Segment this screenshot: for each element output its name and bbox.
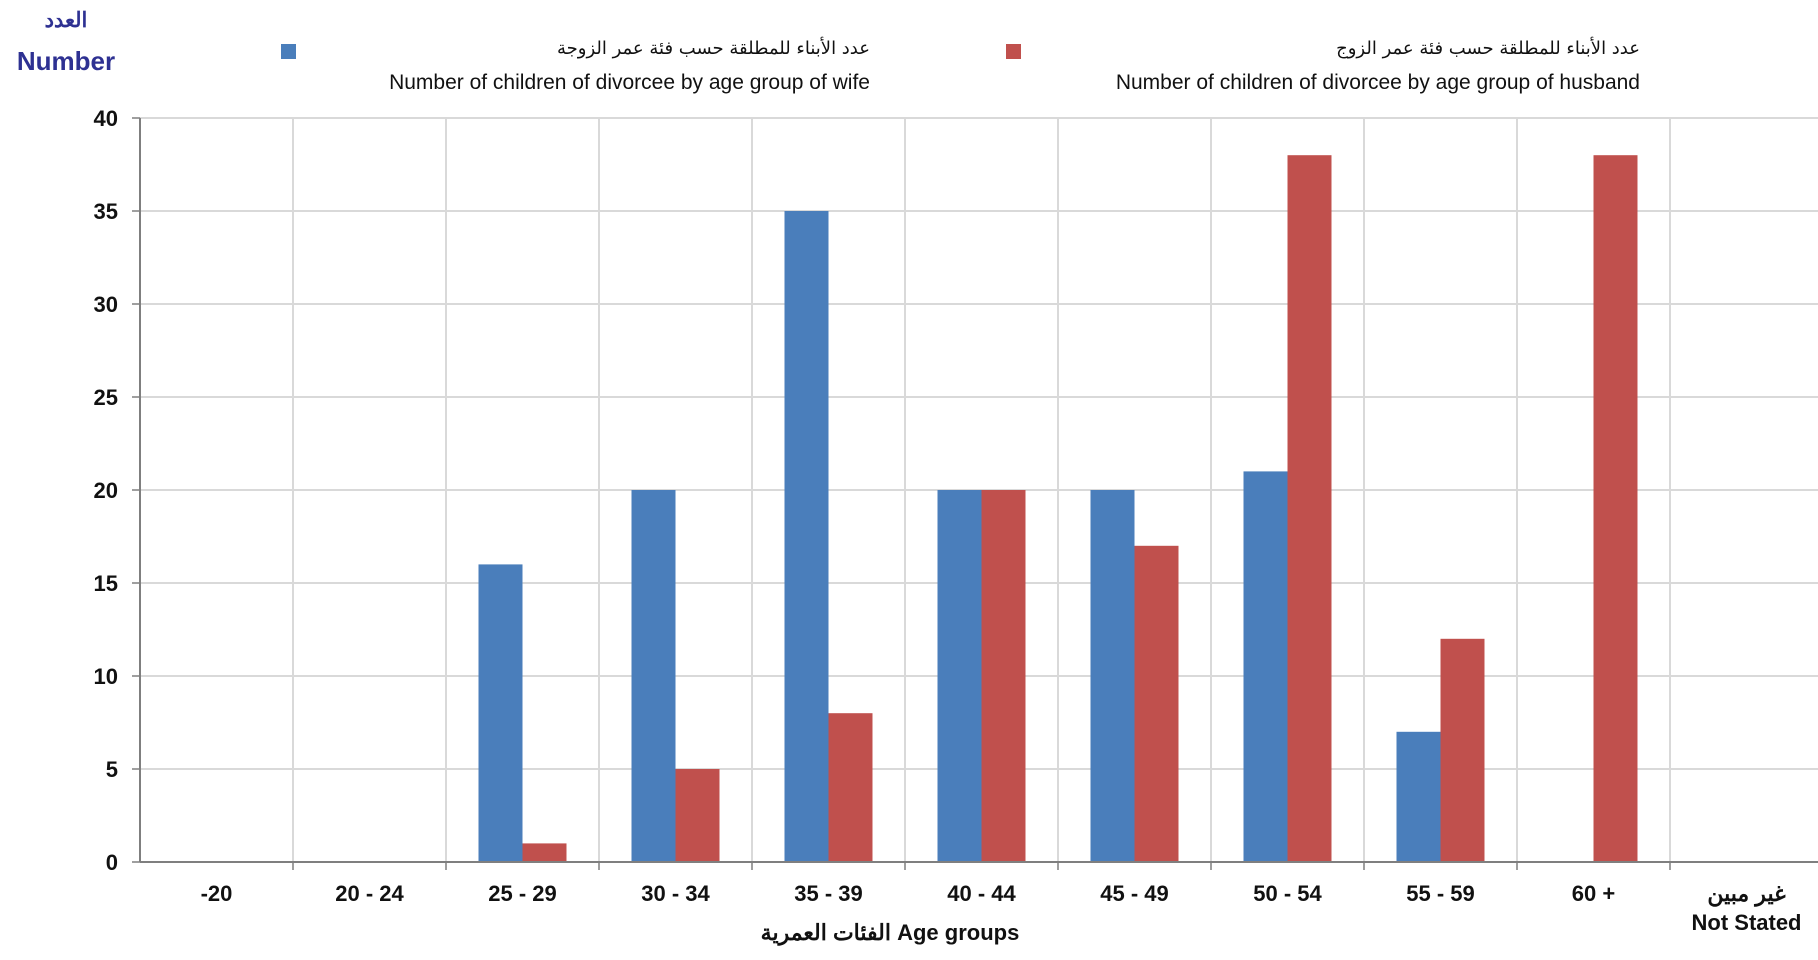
x-tick-label: 60 + [1572, 881, 1615, 906]
tick-labels: 0 5 10 15 20 25 30 35 40 -20 20 - 24 25 - 29 30 - 34… [94, 106, 1802, 935]
bar-wife [1090, 490, 1135, 862]
legend-swatch-husband [1006, 44, 1021, 59]
bar-husband [675, 769, 720, 862]
y-tick-label: 25 [94, 385, 118, 410]
y-tick-label: 10 [94, 664, 118, 689]
x-tick-label: 40 - 44 [947, 881, 1016, 906]
legend-label-husband-arabic: عدد الأبناء للمطلقة حسب فئة عمر الزوج [1336, 38, 1640, 59]
x-axis-title: الفئات العمرية Age groups [760, 920, 1020, 945]
y-tick-label: 5 [106, 757, 118, 782]
y-tick-label: 15 [94, 571, 118, 596]
bar-husband [1593, 155, 1638, 862]
y-tick-label: 40 [94, 106, 118, 131]
bar-husband [522, 843, 567, 862]
y-axis-title-arabic: العدد [44, 9, 88, 32]
bar-wife [1243, 471, 1288, 862]
bar-husband [1287, 155, 1332, 862]
y-tick-label: 0 [106, 850, 118, 875]
legend-label-husband-english: Number of children of divorcee by age gr… [1115, 71, 1640, 94]
bars [478, 155, 1638, 862]
x-tick-label: Not Stated [1692, 910, 1802, 935]
y-tick-label: 20 [94, 478, 118, 503]
x-tick-label: 55 - 59 [1406, 881, 1475, 906]
legend-item-wife: عدد الأبناء للمطلقة حسب فئة عمر الزوجة N… [280, 36, 870, 98]
x-tick-label: 45 - 49 [1100, 881, 1169, 906]
bar-wife [937, 490, 982, 862]
bar-husband [1440, 638, 1485, 862]
x-tick-label: 50 - 54 [1253, 881, 1322, 906]
legend-label-wife-english: Number of children of divorcee by age gr… [389, 71, 870, 94]
x-tick-label: -20 [201, 881, 233, 906]
x-tick-label: 20 - 24 [335, 881, 404, 906]
legend-label-wife-arabic: عدد الأبناء للمطلقة حسب فئة عمر الزوجة [556, 38, 870, 59]
x-tick-label: 25 - 29 [488, 881, 557, 906]
bar-wife [784, 211, 829, 862]
y-tick-label: 35 [94, 199, 118, 224]
bar-wife [631, 490, 676, 862]
x-tick-label: 35 - 39 [794, 881, 863, 906]
legend-swatch-wife [281, 44, 296, 59]
bar-husband [981, 490, 1026, 862]
x-tick-label: غير مبين [1707, 881, 1786, 907]
bar-husband [1134, 545, 1179, 862]
bar-wife [478, 564, 523, 862]
axes [132, 117, 1818, 870]
x-tick-label: 30 - 34 [641, 881, 710, 906]
y-tick-label: 30 [94, 292, 118, 317]
bar-husband [828, 713, 873, 862]
legend-item-husband: عدد الأبناء للمطلقة حسب فئة عمر الزوج Nu… [1010, 36, 1640, 98]
bar-wife [1396, 731, 1441, 862]
y-axis-title-english: Number [16, 46, 116, 76]
